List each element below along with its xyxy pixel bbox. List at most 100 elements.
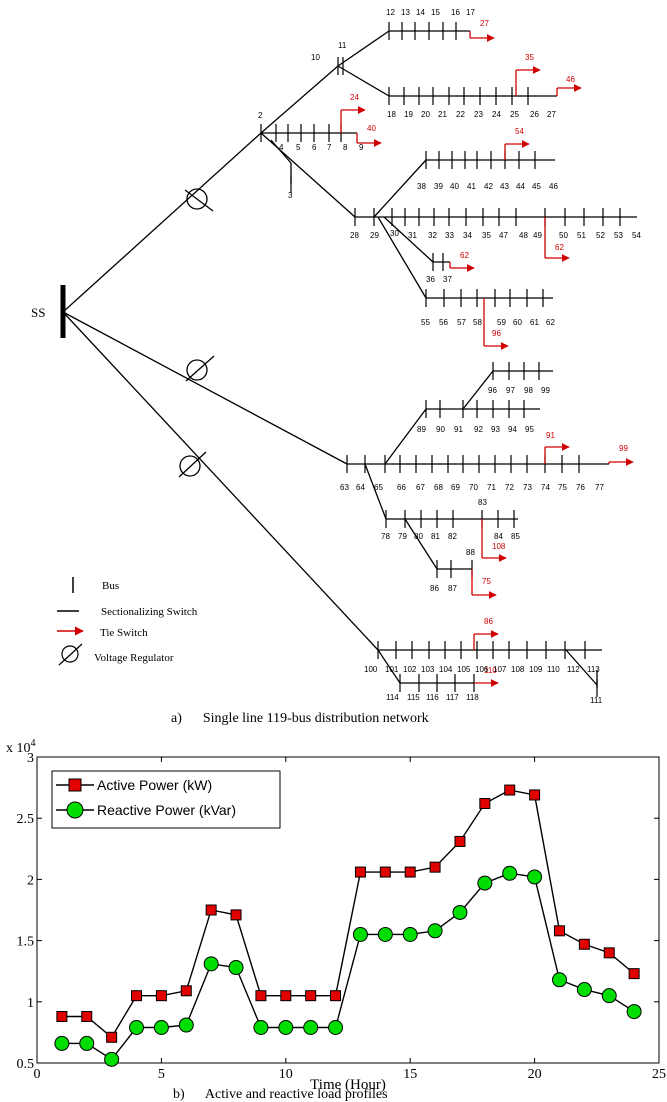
bus-label: 82 xyxy=(448,532,457,541)
data-point xyxy=(601,988,617,1004)
tie-label: 110 xyxy=(484,666,497,675)
tie-switch: 91 xyxy=(544,431,570,464)
bus-label: 84 xyxy=(494,532,503,541)
bus-label: 83 xyxy=(478,498,487,507)
data-point xyxy=(454,835,466,847)
series-line-1 xyxy=(61,872,635,1061)
x-tick-label: 0 xyxy=(34,1067,41,1082)
bus-label: 35 xyxy=(482,231,491,240)
bus-label: 55 xyxy=(421,318,430,327)
bus-ticks xyxy=(260,22,621,697)
data-point xyxy=(278,1020,294,1036)
data-point xyxy=(479,798,491,810)
tie-label: 46 xyxy=(566,75,575,84)
bus-label: 34 xyxy=(463,231,472,240)
legend-tie-switch: Tie Switch xyxy=(100,627,148,639)
bus-label: 57 xyxy=(457,318,466,327)
data-point xyxy=(104,1051,120,1067)
data-point xyxy=(228,960,244,976)
legend-reactive-power: Reactive Power (kVar) xyxy=(97,802,236,818)
feeder-3 xyxy=(62,311,379,651)
bus-label: 44 xyxy=(516,182,525,191)
bus-label: 95 xyxy=(525,425,534,434)
bus-label: 45 xyxy=(532,182,541,191)
bus-label: 80 xyxy=(414,532,423,541)
y-tick-label: 0.5 xyxy=(17,1057,35,1072)
bus-label: 78 xyxy=(381,532,390,541)
bus-label: 110 xyxy=(547,665,560,674)
bus-label: 25 xyxy=(510,110,519,119)
data-point xyxy=(253,1020,269,1036)
tie-label: 99 xyxy=(619,444,628,453)
bus-label: 18 xyxy=(387,110,396,119)
tie-switch: 62 xyxy=(449,251,475,272)
bus-label: 79 xyxy=(398,532,407,541)
bus-label: 26 xyxy=(530,110,539,119)
y-tick-label: 2 xyxy=(27,873,34,888)
bus-label: 66 xyxy=(397,483,406,492)
bus-label: 46 xyxy=(549,182,558,191)
bus-label: 7 xyxy=(327,143,332,152)
bus-label: 2 xyxy=(258,111,263,120)
x-axis-label: Time (Hour) xyxy=(310,1077,386,1093)
tie-label: 91 xyxy=(546,431,555,440)
bus-label: 53 xyxy=(614,231,623,240)
bus-label: 51 xyxy=(577,231,586,240)
bus-label: 108 xyxy=(511,665,525,674)
caption-a: a) Single line 119-bus distribution netw… xyxy=(171,711,429,726)
data-point xyxy=(603,947,615,959)
data-point xyxy=(255,990,267,1002)
series-layer xyxy=(54,784,642,1067)
x-tick-label: 20 xyxy=(528,1067,542,1082)
tie-label: 54 xyxy=(515,127,524,136)
bus-label: 30 xyxy=(390,229,399,238)
bus-label: 47 xyxy=(499,231,508,240)
bus-label: 113 xyxy=(587,665,600,674)
bus-label: 103 xyxy=(421,665,435,674)
bus-label: 81 xyxy=(431,532,440,541)
bus-label: 94 xyxy=(508,425,517,434)
bus-label: 10 xyxy=(311,53,320,62)
legend-marker-reactive xyxy=(66,801,84,819)
data-point xyxy=(379,866,391,878)
data-point xyxy=(352,926,368,942)
bus-label: 32 xyxy=(428,231,437,240)
caption-b: b) Active and reactive load profiles xyxy=(173,1087,388,1102)
data-point xyxy=(280,990,292,1002)
data-point xyxy=(153,1020,169,1036)
feeder-2 xyxy=(62,311,348,465)
bus-label: 104 xyxy=(439,665,453,674)
tie-label: 40 xyxy=(367,124,376,133)
legend-regulator-symbol xyxy=(58,643,83,666)
bus-label: 52 xyxy=(596,231,605,240)
tie-switch: 86 xyxy=(473,617,499,650)
bus-label: 117 xyxy=(446,693,459,702)
tie-label: 35 xyxy=(525,53,534,62)
data-point xyxy=(578,938,590,950)
axis-ticks: 0 5 10 15 20 25 0.5 1 1.5 2 2.5 3 xyxy=(17,751,667,1082)
bus-label: 88 xyxy=(466,548,475,557)
data-point xyxy=(502,865,518,881)
data-point xyxy=(155,990,167,1002)
bus-label: 75 xyxy=(558,483,567,492)
data-point xyxy=(477,875,493,891)
tie-label: 62 xyxy=(555,243,564,252)
data-point xyxy=(551,972,567,988)
bus-label: 36 xyxy=(426,275,435,284)
bus-label: 97 xyxy=(506,386,515,395)
bus-label: 23 xyxy=(474,110,483,119)
tie-switch: 99 xyxy=(608,444,634,466)
y-tick-label: 1.5 xyxy=(17,935,35,950)
bus-label: 4 xyxy=(279,143,284,152)
bus-label: 116 xyxy=(426,693,439,702)
tie-label: 86 xyxy=(484,617,493,626)
data-point xyxy=(452,904,468,920)
bus-label: 27 xyxy=(547,110,556,119)
chart-legend: Active Power (kW) Reactive Power (kVar) xyxy=(51,770,281,829)
tie-switches: 27 35 46 24 40 54 62 62 96 91 99 108 75 86 110 xyxy=(340,19,634,687)
bus-label: 91 xyxy=(454,425,463,434)
data-point xyxy=(527,869,543,885)
bus-label: 67 xyxy=(416,483,425,492)
